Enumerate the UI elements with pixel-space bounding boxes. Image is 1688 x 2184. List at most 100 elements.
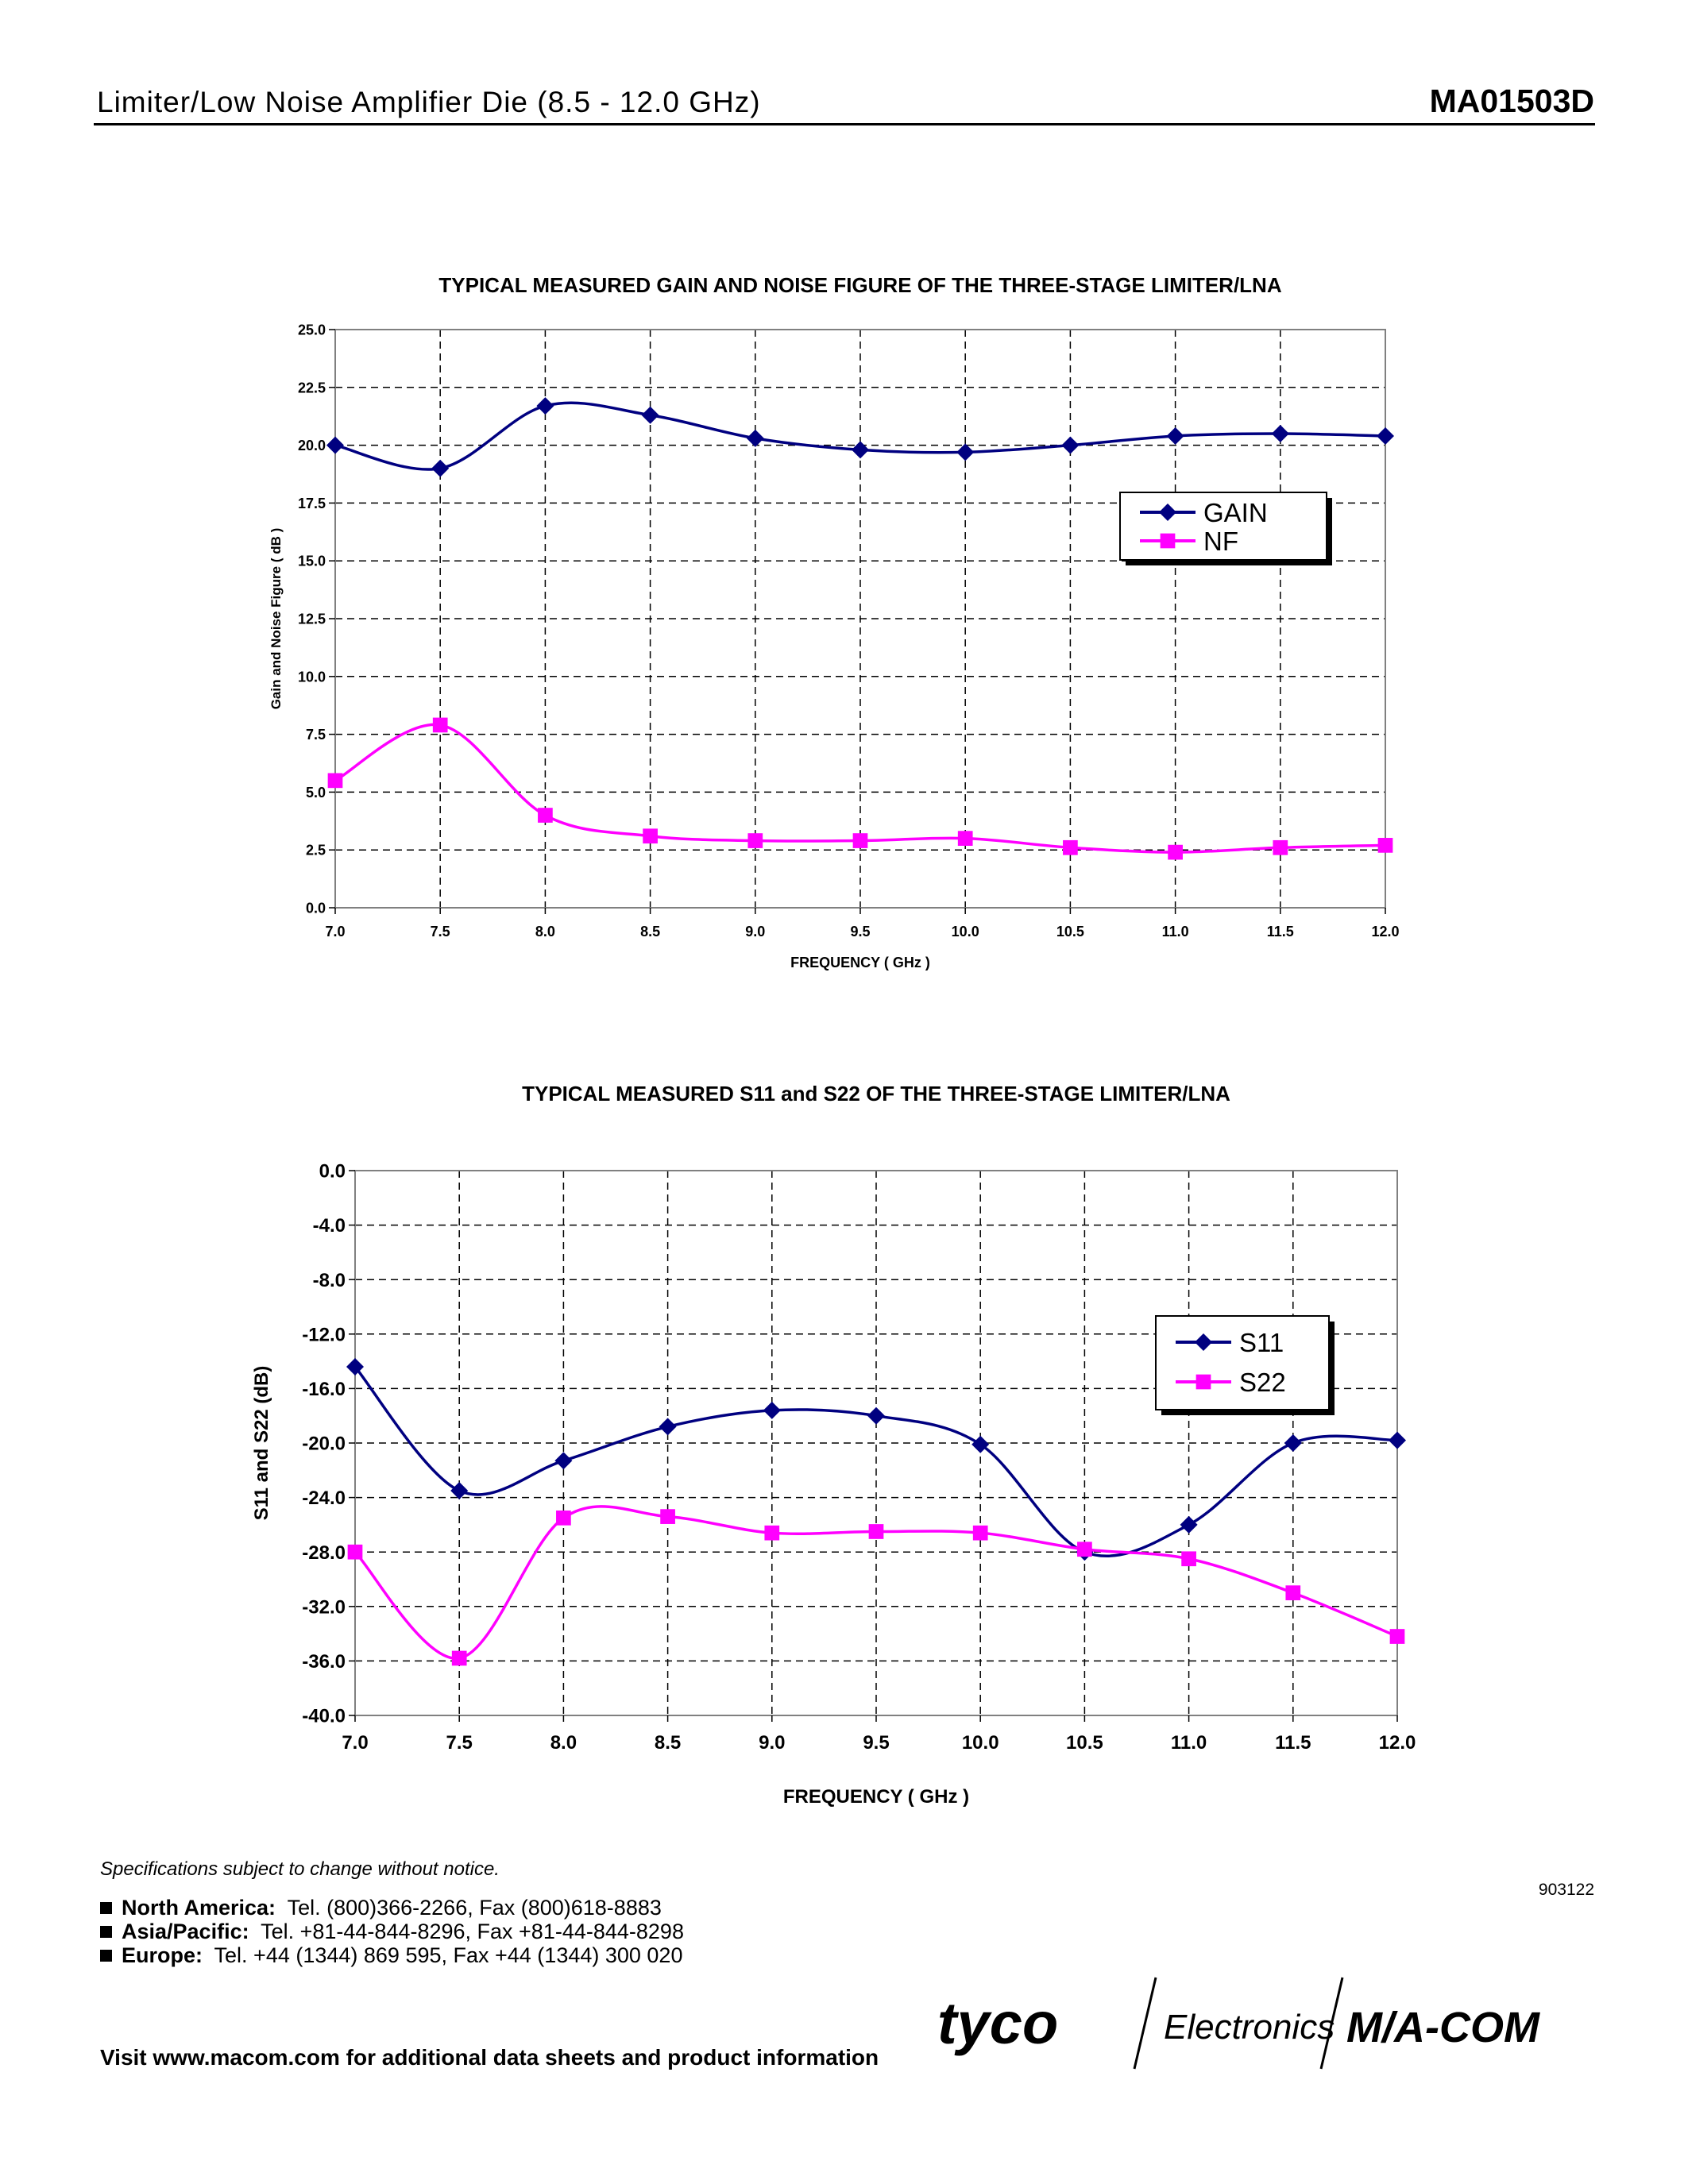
x-tick-label: 10.0	[962, 1732, 999, 1754]
data-point-nf	[538, 808, 553, 823]
data-point-nf	[432, 717, 448, 733]
y-tick-label: -32.0	[302, 1596, 346, 1618]
legend-label-s22: S22	[1239, 1368, 1286, 1397]
logo-tyco-text: tyco	[937, 1990, 1058, 2056]
legend-label-nf: NF	[1203, 527, 1238, 556]
data-point-s11	[1389, 1431, 1406, 1449]
data-point-gain	[431, 459, 450, 477]
contact-region: Asia/Pacific:	[122, 1920, 249, 1943]
tyco-electronics-macom-logo: tyco Electronics M/A-COM	[937, 1977, 1540, 2070]
document-code: 903122	[1538, 1881, 1594, 1899]
data-point-s11	[659, 1418, 677, 1436]
x-tick-label: 8.5	[640, 924, 660, 940]
x-tick-label: 9.0	[759, 1732, 785, 1754]
x-axis-label: FREQUENCY ( GHz )	[790, 955, 930, 970]
data-point-gain	[1271, 425, 1289, 443]
contact-details: Tel. +44 (1344) 869 595, Fax +44 (1344) …	[214, 1943, 683, 1967]
data-point-s22	[1181, 1551, 1196, 1567]
x-tick-label: 11.0	[1162, 924, 1189, 940]
contact-region: North America:	[122, 1896, 276, 1920]
data-point-s11	[867, 1406, 885, 1425]
y-tick-label: 20.0	[298, 438, 326, 453]
legend-marker-s11	[1195, 1333, 1212, 1351]
data-point-nf	[1273, 839, 1288, 855]
data-point-s22	[451, 1650, 467, 1666]
footer-visit-text: Visit www.macom.com for additional data …	[100, 2045, 879, 2070]
data-point-s11	[763, 1401, 781, 1419]
logo-slash	[1319, 1977, 1344, 2070]
data-point-nf	[643, 828, 658, 844]
data-point-s22	[556, 1510, 571, 1526]
y-axis-label: S11 and S22 (dB)	[251, 1366, 272, 1521]
contact-europe: Europe: Tel. +44 (1344) 869 595, Fax +44…	[100, 1943, 682, 1968]
s11-s22-chart: TYPICAL MEASURED S11 and S22 OF THE THRE…	[251, 1082, 1416, 1808]
x-tick-label: 9.0	[745, 924, 765, 940]
data-point-nf	[1063, 839, 1078, 855]
bullet-square-icon	[100, 1926, 112, 1938]
x-tick-label: 9.5	[863, 1732, 889, 1754]
y-tick-label: 2.5	[306, 843, 326, 859]
x-tick-label: 10.5	[1066, 1732, 1103, 1754]
contact-north-america: North America: Tel. (800)366-2266, Fax (…	[100, 1896, 662, 1920]
bullet-square-icon	[100, 1950, 112, 1962]
spec-note: Specifications subject to change without…	[100, 1858, 500, 1880]
y-tick-label: 25.0	[298, 322, 326, 338]
data-point-nf	[1377, 838, 1393, 853]
y-tick-label: 17.5	[298, 496, 326, 511]
y-tick-label: -4.0	[313, 1215, 346, 1237]
data-point-s22	[972, 1525, 988, 1541]
legend-marker-s22	[1196, 1374, 1211, 1390]
data-point-s11	[346, 1357, 364, 1376]
x-tick-label: 8.0	[535, 924, 555, 940]
header-divider	[94, 123, 1595, 125]
x-tick-label: 10.5	[1056, 924, 1084, 940]
document-title: Limiter/Low Noise Amplifier Die (8.5 - 1…	[97, 86, 761, 118]
y-tick-label: 15.0	[298, 554, 326, 569]
bullet-square-icon	[100, 1902, 112, 1914]
x-tick-label: 12.0	[1371, 924, 1399, 940]
y-tick-label: -24.0	[302, 1488, 346, 1509]
data-point-s22	[1077, 1542, 1092, 1557]
y-tick-label: -36.0	[302, 1651, 346, 1673]
logo-macom-text: M/A-COM	[1346, 2004, 1540, 2051]
y-tick-label: 5.0	[306, 785, 326, 801]
data-point-gain	[326, 436, 344, 454]
x-axis-label: FREQUENCY ( GHz )	[783, 1786, 969, 1808]
data-point-gain	[536, 397, 554, 415]
data-point-gain	[1166, 426, 1184, 445]
series-line-s22	[353, 1505, 1398, 1660]
x-tick-label: 8.0	[550, 1732, 577, 1754]
data-point-gain	[641, 406, 659, 424]
data-point-s11	[971, 1435, 990, 1453]
data-point-s11	[1180, 1515, 1198, 1534]
data-point-nf	[327, 773, 343, 789]
legend-box	[1119, 492, 1327, 561]
data-point-s22	[1285, 1585, 1301, 1600]
x-tick-label: 7.0	[342, 1732, 368, 1754]
x-tick-label: 11.5	[1267, 924, 1294, 940]
legend-marker-nf	[1160, 533, 1176, 549]
data-point-nf	[1168, 844, 1183, 860]
data-point-gain	[1061, 436, 1080, 454]
y-tick-label: 10.0	[298, 669, 326, 685]
y-tick-label: -20.0	[302, 1433, 346, 1455]
x-tick-label: 10.0	[952, 924, 979, 940]
chart-title: TYPICAL MEASURED S11 and S22 OF THE THRE…	[522, 1082, 1230, 1106]
data-point-s22	[660, 1509, 675, 1524]
data-point-s22	[764, 1525, 780, 1541]
contact-region: Europe:	[122, 1943, 203, 1967]
series-line-gain	[334, 401, 1386, 471]
contact-asia-pacific: Asia/Pacific: Tel. +81-44-844-8296, Fax …	[100, 1920, 684, 1944]
x-tick-label: 11.5	[1275, 1732, 1311, 1754]
y-tick-label: 7.5	[306, 727, 326, 743]
data-point-s22	[868, 1524, 884, 1539]
chart-title: TYPICAL MEASURED GAIN AND NOISE FIGURE O…	[438, 273, 1281, 297]
y-tick-label: 0.0	[306, 900, 326, 916]
contact-details: Tel. (800)366-2266, Fax (800)618-8883	[287, 1896, 662, 1920]
x-tick-label: 7.5	[446, 1732, 473, 1754]
data-point-s22	[1389, 1629, 1405, 1644]
data-point-nf	[852, 833, 868, 848]
part-number: MA01503D	[1429, 83, 1594, 119]
legend-box	[1155, 1315, 1330, 1410]
data-point-s11	[450, 1482, 469, 1500]
